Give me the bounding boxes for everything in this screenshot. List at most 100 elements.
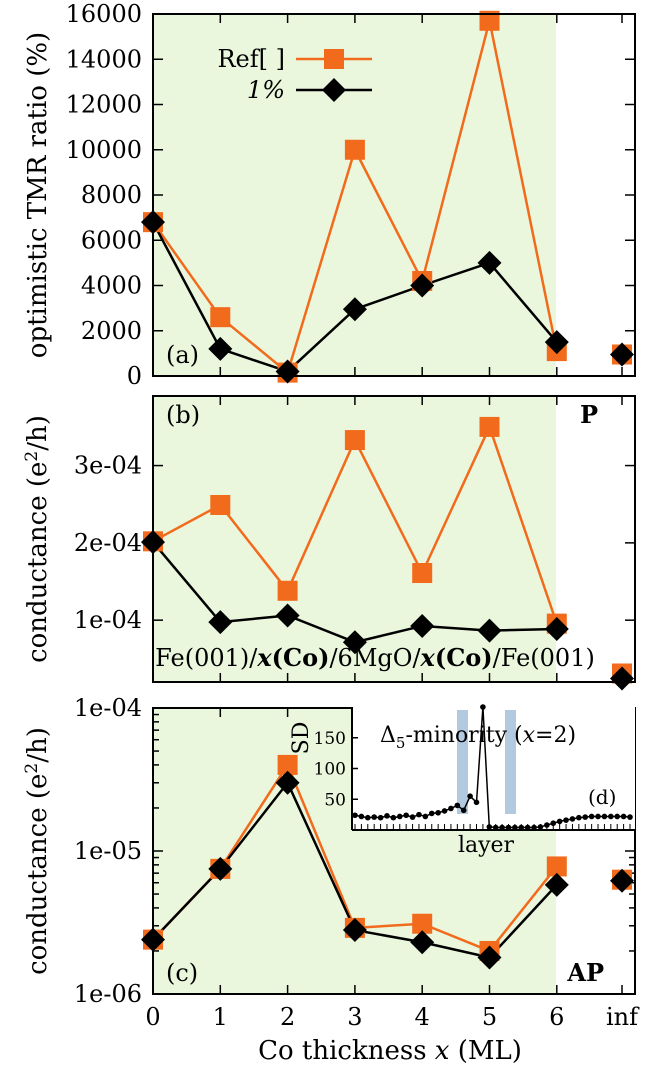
panel-c-ytick-label: 1e-06 bbox=[74, 980, 142, 1008]
inset-point bbox=[550, 820, 557, 827]
panel-b-1pct-point bbox=[208, 610, 233, 635]
panel-a-tmr-ratio: 0 2000 4000 6000 8000 10000 12000 14000 16000 (a… bbox=[23, 0, 636, 390]
inset-point bbox=[524, 824, 531, 831]
panel-b-ytick-label: 3e-04 bbox=[74, 452, 142, 480]
inset-point bbox=[588, 813, 595, 820]
panel-b-structure-annotation: Fe(001)/x(Co)/6MgO/x(Co)/Fe(001) bbox=[155, 643, 595, 672]
panel-a-1pct-point bbox=[477, 250, 502, 275]
panel-a-1pct-point bbox=[275, 359, 300, 384]
inset-point bbox=[537, 824, 544, 830]
inset-point bbox=[518, 824, 525, 831]
panel-a-1pct-point bbox=[610, 342, 634, 367]
panel-a-ytick-label: 4000 bbox=[81, 272, 142, 300]
panel-c-ref-point bbox=[277, 754, 298, 775]
inset-point bbox=[352, 812, 358, 819]
inset-ytick-label: 50 bbox=[324, 790, 346, 810]
inset-point bbox=[467, 793, 473, 799]
inset-point bbox=[390, 814, 397, 821]
inset-ytick-label: 150 bbox=[314, 729, 346, 749]
panel-a-ytick-label: 0 bbox=[127, 362, 142, 390]
panel-b-1pct-point bbox=[275, 603, 300, 628]
inset-point bbox=[409, 814, 416, 820]
inset-point bbox=[422, 813, 429, 820]
panel-a-ref-point bbox=[344, 139, 365, 160]
inset-d-sd-profile: 50 100 150 SD layer Δ5-minority (x=2) (d) bbox=[289, 704, 635, 858]
panel-b-1pct-point bbox=[342, 630, 367, 655]
legend-ref-marker bbox=[324, 49, 344, 69]
panel-b-ref-point bbox=[277, 580, 298, 601]
inset-point bbox=[486, 824, 493, 830]
inset-point bbox=[441, 808, 448, 814]
inset-point bbox=[396, 813, 403, 820]
panel-c-1pct-point bbox=[208, 856, 233, 881]
inset-point bbox=[595, 813, 601, 820]
inset-point bbox=[620, 813, 627, 820]
panel-a-ref-point bbox=[210, 307, 231, 328]
panel-a-ytick-label: 14000 bbox=[66, 45, 142, 73]
inset-point bbox=[377, 814, 384, 821]
panel-b-p-label: P bbox=[580, 400, 598, 429]
inset-y-axis-label: SD bbox=[289, 722, 314, 755]
inset-point bbox=[505, 824, 512, 831]
panel-c-1pct-point bbox=[410, 930, 435, 955]
panel-a-ytick-label: 10000 bbox=[66, 136, 142, 164]
panel-b-ytick-label: 1e-04 bbox=[74, 606, 142, 634]
inset-point bbox=[454, 802, 461, 809]
panel-b-frame bbox=[152, 395, 636, 683]
panel-c-ytick-label: 1e-05 bbox=[74, 837, 142, 865]
x-tick-label: inf bbox=[606, 1003, 640, 1031]
panel-a-1pct-point bbox=[208, 336, 233, 361]
x-tick-label: 5 bbox=[482, 1003, 497, 1031]
panel-c-ap-label: AP bbox=[566, 958, 604, 987]
panel-b-1pct-point bbox=[544, 617, 569, 642]
inset-title: Δ5-minority (x=2) bbox=[380, 723, 576, 752]
inset-point bbox=[435, 809, 441, 816]
inset-point bbox=[428, 810, 435, 817]
panel-a-ref-point bbox=[479, 10, 500, 31]
inset-point bbox=[403, 812, 409, 819]
panel-b-ytick-label: 2e-04 bbox=[74, 529, 142, 557]
inset-ytick-label: 100 bbox=[314, 760, 346, 780]
inset-point bbox=[556, 818, 563, 825]
inset-letter: (d) bbox=[588, 785, 616, 809]
panel-b-letter: (b) bbox=[166, 401, 200, 429]
inset-x-axis-label: layer bbox=[458, 833, 515, 858]
inset-point bbox=[601, 813, 608, 820]
panel-c-letter: (c) bbox=[166, 959, 198, 987]
panel-c-conductance-ap: 1e-06 1e-05 1e-04 0 1 2 3 4 5 6 inf (c) AP conduc… bbox=[22, 694, 640, 1031]
x-tick-label: 2 bbox=[280, 1003, 295, 1031]
panel-c-1pct-point bbox=[610, 868, 634, 893]
panel-a-1pct-point bbox=[544, 330, 569, 355]
panel-c-1pct-point bbox=[342, 918, 367, 943]
panel-c-y-axis-label: conductance (e2/h) bbox=[22, 727, 53, 975]
panel-a-1pct-point bbox=[410, 273, 435, 298]
legend-ref-label: Ref[ ] bbox=[217, 45, 285, 73]
panel-a-letter: (a) bbox=[166, 341, 199, 369]
panel-b-ref-point bbox=[210, 494, 231, 515]
inset-point bbox=[499, 824, 505, 831]
inset-point bbox=[480, 704, 486, 710]
x-tick-label: 6 bbox=[549, 1003, 564, 1031]
panel-b-1pct-point bbox=[610, 666, 634, 691]
panel-c-ref-point bbox=[412, 913, 433, 934]
inset-point bbox=[448, 805, 454, 812]
panel-b-ref-point bbox=[479, 416, 500, 437]
panel-a-ytick-label: 6000 bbox=[81, 226, 142, 254]
panel-b-1pct-point bbox=[477, 618, 502, 643]
legend-1pct-label: 1% bbox=[247, 76, 285, 104]
panel-a-ytick-label: 2000 bbox=[81, 317, 142, 345]
panel-b-ref-point bbox=[344, 430, 365, 451]
panel-b-y-axis-label: conductance (e2/h) bbox=[22, 415, 53, 663]
panel-c-1pct-point bbox=[477, 945, 502, 970]
inset-point bbox=[371, 814, 377, 820]
x-axis-label: Co thickness x (ML) bbox=[258, 1036, 522, 1066]
inset-point bbox=[416, 811, 422, 818]
inset-band-2 bbox=[505, 710, 516, 814]
panel-b-conductance-p: 1e-04 2e-04 3e-04 (b) P conductance (e2/h)… bbox=[22, 395, 636, 691]
inset-point bbox=[582, 814, 589, 820]
panel-c-1pct-point bbox=[275, 770, 300, 795]
inset-point bbox=[512, 824, 518, 831]
panel-a-1pct-point bbox=[342, 297, 367, 322]
inset-point bbox=[627, 814, 633, 820]
